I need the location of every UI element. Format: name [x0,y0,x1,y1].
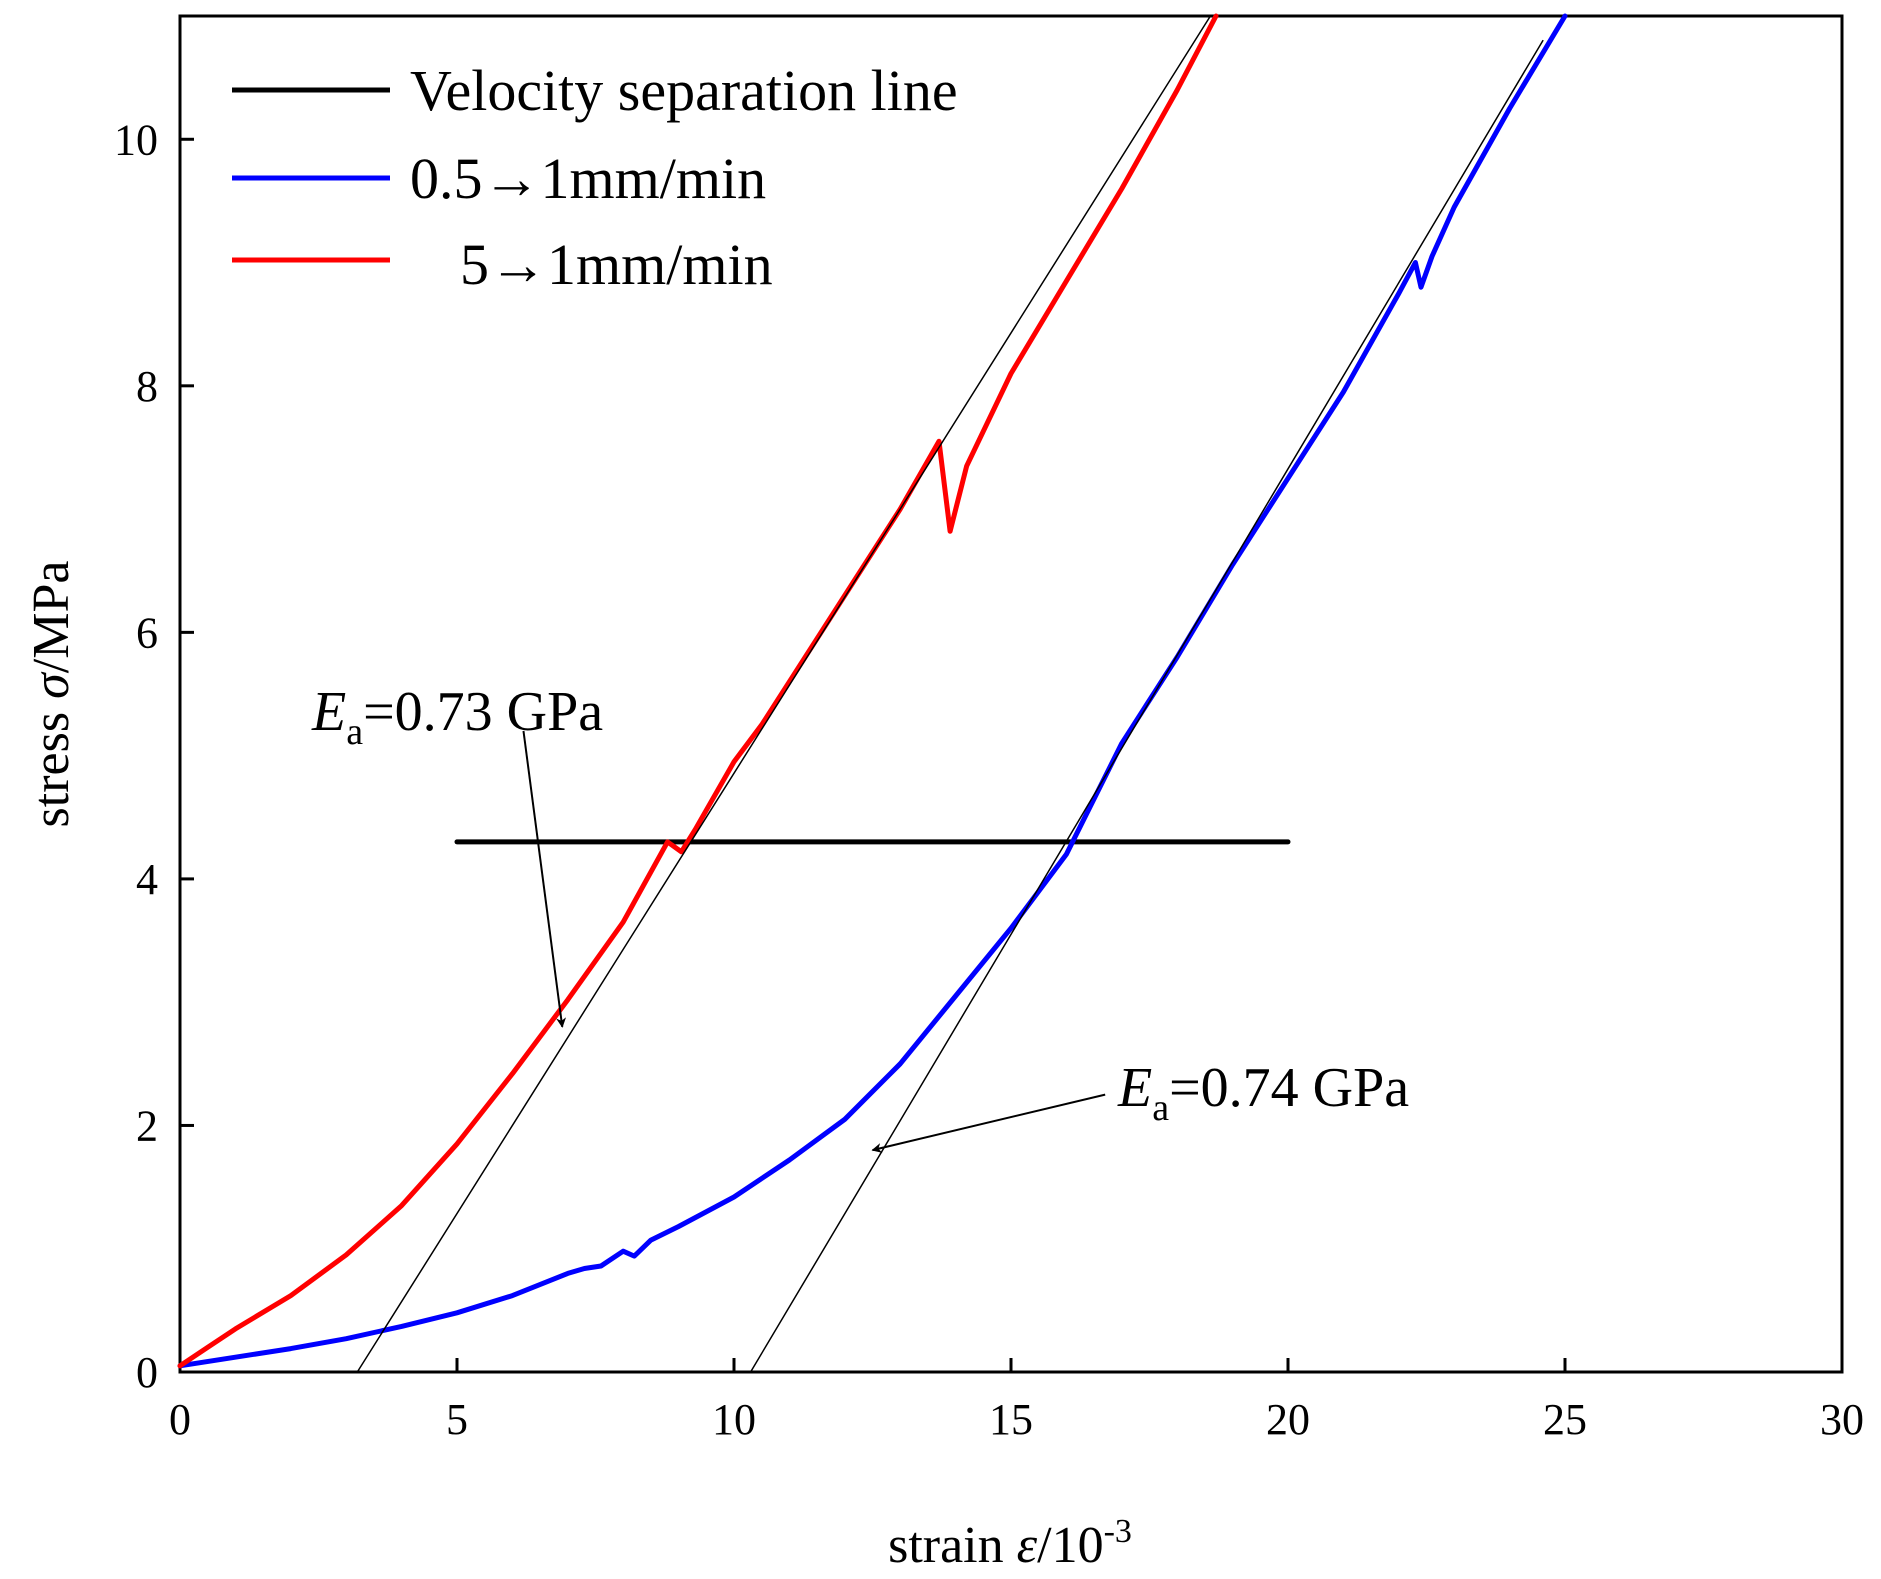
x-tick-label: 30 [1820,1395,1864,1444]
series-line-tangent-ea-0-74-gpa [749,39,1544,1373]
y-axis-title: stress σ/MPa [23,561,80,828]
legend-label-5-to-1-mm-min: 5→1mm/min [460,232,773,297]
y-tick-label: 4 [136,855,158,904]
y-tick-label: 0 [136,1348,158,1397]
annotations [522,730,1106,1153]
x-tick-label: 0 [169,1395,191,1444]
y-tick-label: 10 [114,115,158,164]
y-tick-label: 6 [136,608,158,657]
legend: Velocity separation line 0.5→1mm/min 5→1… [232,58,958,297]
x-axis-title: strain ε/10-3 [888,1513,1132,1574]
series-lines [177,13,1568,1373]
series-line-5-1mm-min [177,13,1219,1369]
x-tick-label: 25 [1543,1395,1587,1444]
legend-label-0-5-to-1-mm-min: 0.5→1mm/min [410,146,766,211]
y-tick-label: 2 [136,1101,158,1150]
series-line-tangent-ea-0-73-gpa [356,15,1212,1373]
annotation-ea-0-74-gpa: Ea=0.74 GPa [1117,1057,1409,1129]
annotation-ea-0-73-gpa: Ea=0.73 GPa [311,681,603,753]
x-tick-label: 15 [989,1395,1033,1444]
y-tick-label: 8 [136,362,158,411]
annotation-arrow [522,730,567,1028]
series-line-0-5-1mm-min [177,13,1568,1369]
x-tick-label: 10 [712,1395,756,1444]
legend-label-velocity-separation-line: Velocity separation line [410,58,958,123]
x-tick-label: 20 [1266,1395,1310,1444]
x-tick-label: 5 [446,1395,468,1444]
annotation-arrow [871,1093,1106,1153]
axis-ticks: 0 5 10 15 20 25 30 0 2 4 6 8 10 [114,115,1864,1444]
